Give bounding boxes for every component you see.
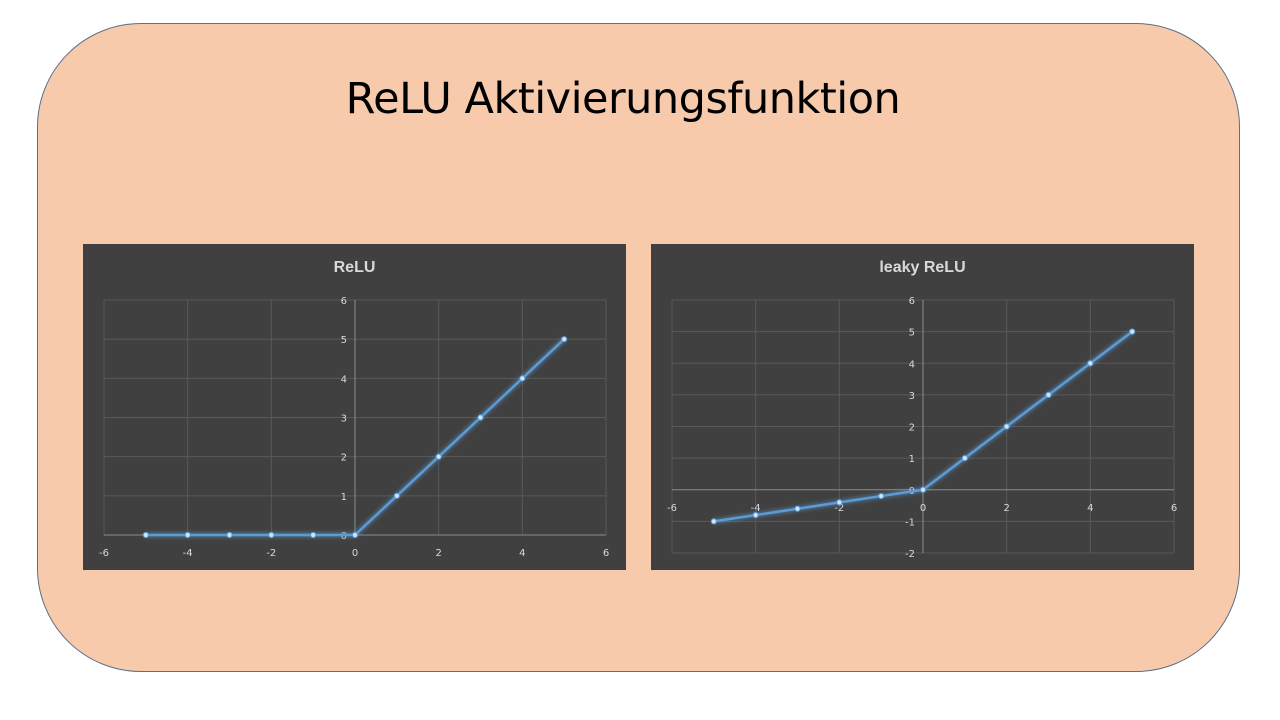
- relu-x-tick-label: -4: [183, 548, 193, 559]
- chart-relu: -6 -4 -2 0 2 4 6 0 1 2 3 4 5 6 ReLU: [83, 244, 626, 570]
- relu-x-tick-label: -6: [99, 548, 109, 559]
- leaky-x-tick-label: -4: [751, 503, 761, 514]
- relu-y-tick-label: 5: [341, 335, 347, 346]
- leaky-data-point: [919, 486, 927, 493]
- chart-leaky-relu-title: leaky ReLU: [879, 259, 966, 276]
- leaky-data-point: [710, 518, 717, 525]
- relu-x-tick-label: 4: [519, 548, 525, 559]
- leaky-y-tick-label: -1: [905, 517, 915, 528]
- chart-relu-title: ReLU: [333, 259, 376, 276]
- leaky-x-tick-label: 6: [1171, 503, 1177, 514]
- relu-data-point: [477, 414, 484, 421]
- relu-y-tick-label: 2: [341, 453, 347, 464]
- chart-relu-plot: -6 -4 -2 0 2 4 6 0 1 2 3 4 5 6: [99, 296, 609, 559]
- relu-x-tick-label: 6: [603, 548, 609, 559]
- relu-y-tick-label: 1: [341, 492, 347, 503]
- relu-y-tick-label: 6: [341, 296, 347, 307]
- relu-y-tick-label: 0: [341, 531, 347, 542]
- relu-data-point: [310, 531, 317, 539]
- chart-leaky-relu: -6 -4 -2 0 2 4 6 -2 -1 0 1 2 3 4 5 6 leaky ReLU: [651, 244, 1194, 570]
- leaky-y-tick-label: 2: [909, 423, 915, 434]
- relu-data-point: [351, 531, 359, 539]
- relu-data-point: [435, 453, 442, 460]
- relu-data-point: [226, 531, 233, 539]
- relu-x-tick-label: 0: [352, 548, 358, 559]
- leaky-data-point: [1045, 391, 1052, 398]
- relu-data-point: [142, 531, 149, 539]
- relu-data-point: [561, 336, 568, 343]
- leaky-x-tick-label: 4: [1087, 503, 1093, 514]
- leaky-y-tick-label: 4: [909, 359, 915, 370]
- relu-x-tick-label: 2: [435, 548, 441, 559]
- leaky-data-point: [794, 505, 801, 512]
- relu-y-tick-label: 4: [341, 374, 347, 385]
- relu-data-point: [184, 531, 191, 539]
- leaky-y-tick-label: 5: [909, 328, 915, 339]
- leaky-y-tick-label: 6: [909, 296, 915, 307]
- leaky-data-point: [961, 455, 968, 462]
- leaky-data-point: [1129, 328, 1136, 335]
- leaky-x-tick-label: 0: [920, 503, 926, 514]
- leaky-x-tick-label: 2: [1003, 503, 1009, 514]
- leaky-data-point: [836, 499, 843, 506]
- leaky-x-tick-label: -2: [834, 503, 844, 514]
- relu-y-tick-label: 3: [341, 414, 347, 425]
- leaky-data-point: [752, 511, 759, 519]
- leaky-data-point: [878, 492, 885, 500]
- leaky-data-point: [1003, 423, 1010, 430]
- leaky-data-point: [1087, 360, 1094, 367]
- relu-data-point: [519, 375, 526, 382]
- relu-data-point: [393, 492, 400, 499]
- leaky-y-tick-label: 3: [909, 391, 915, 402]
- leaky-x-tick-label: -6: [667, 503, 677, 514]
- slide-title: ReLU Aktivierungsfunktion: [345, 74, 901, 124]
- leaky-y-tick-label: -2: [905, 549, 915, 560]
- relu-x-tick-label: -2: [266, 548, 276, 559]
- relu-data-point: [268, 531, 275, 539]
- leaky-y-tick-label: 1: [909, 454, 915, 465]
